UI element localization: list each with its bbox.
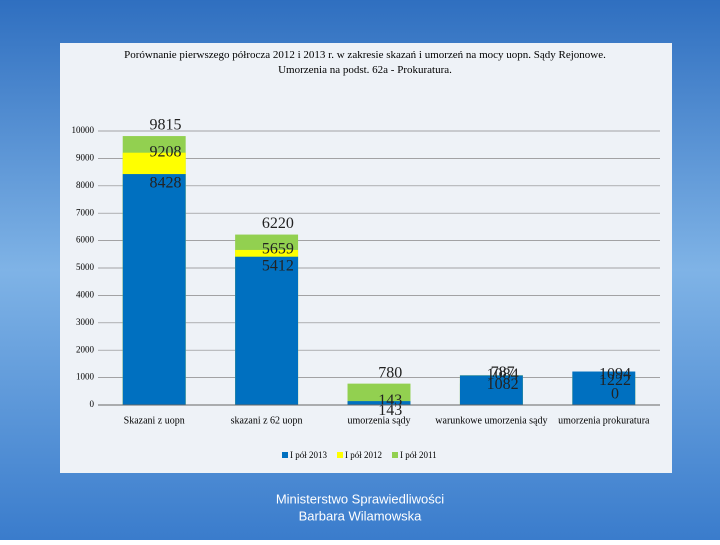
data-label: 8428 (149, 175, 181, 192)
data-label: 1084 (487, 366, 519, 383)
y-tick-label: 2000 (76, 344, 95, 354)
data-label: 9208 (149, 143, 181, 160)
x-tick-label: Skazani z uopn (124, 415, 185, 426)
data-label: 5412 (262, 257, 294, 274)
y-tick-label: 1000 (76, 372, 95, 382)
legend-label: I pół 2011 (400, 450, 437, 460)
legend-swatch (282, 452, 288, 458)
bar (572, 371, 636, 405)
footer: Barbara Wilamowska (299, 508, 423, 523)
y-tick-label: 6000 (76, 235, 95, 245)
legend-label: I pół 2013 (290, 450, 327, 460)
legend-label: I pół 2012 (345, 450, 382, 460)
footer: Ministerstwo Sprawiedliwości (276, 491, 444, 506)
y-tick-label: 10000 (72, 125, 95, 135)
data-label: 787 (491, 364, 515, 381)
y-tick-label: 4000 (76, 289, 95, 299)
data-label: 1222 (599, 372, 631, 389)
y-tick-label: 3000 (76, 317, 95, 327)
legend-swatch (392, 452, 398, 458)
x-tick-label: warunkowe umorzenia sądy (435, 415, 547, 426)
bar (459, 375, 523, 405)
chart-title: Porównanie pierwszego półrocza 2012 i 20… (124, 49, 606, 76)
y-tick-label: 8000 (76, 180, 95, 190)
data-label: 1082 (487, 376, 519, 393)
y-tick-label: 5000 (76, 262, 95, 272)
data-label: 6220 (262, 215, 294, 232)
bar (347, 401, 411, 405)
x-tick-label: umorzenia sądy (347, 415, 410, 426)
x-tick-label: umorzenia prokuratura (558, 415, 650, 426)
title-box: Porównanie pierwszego półrocza 2012 i 20… (124, 49, 606, 76)
legend-swatch (337, 452, 343, 458)
y-tick-label: 0 (90, 399, 95, 409)
data-label: 5659 (262, 241, 294, 258)
bar (235, 256, 299, 405)
y-tick-label: 9000 (76, 152, 95, 162)
data-label: 143 (378, 402, 402, 419)
data-label: 9815 (149, 117, 181, 134)
data-label: 0 (611, 386, 619, 403)
y-tick-label: 7000 (76, 207, 95, 217)
data-label: 780 (378, 364, 402, 381)
bar (347, 383, 411, 405)
data-label: 1094 (599, 366, 631, 383)
x-tick-label: skazani z 62 uopn (231, 415, 303, 426)
bar (122, 174, 186, 405)
